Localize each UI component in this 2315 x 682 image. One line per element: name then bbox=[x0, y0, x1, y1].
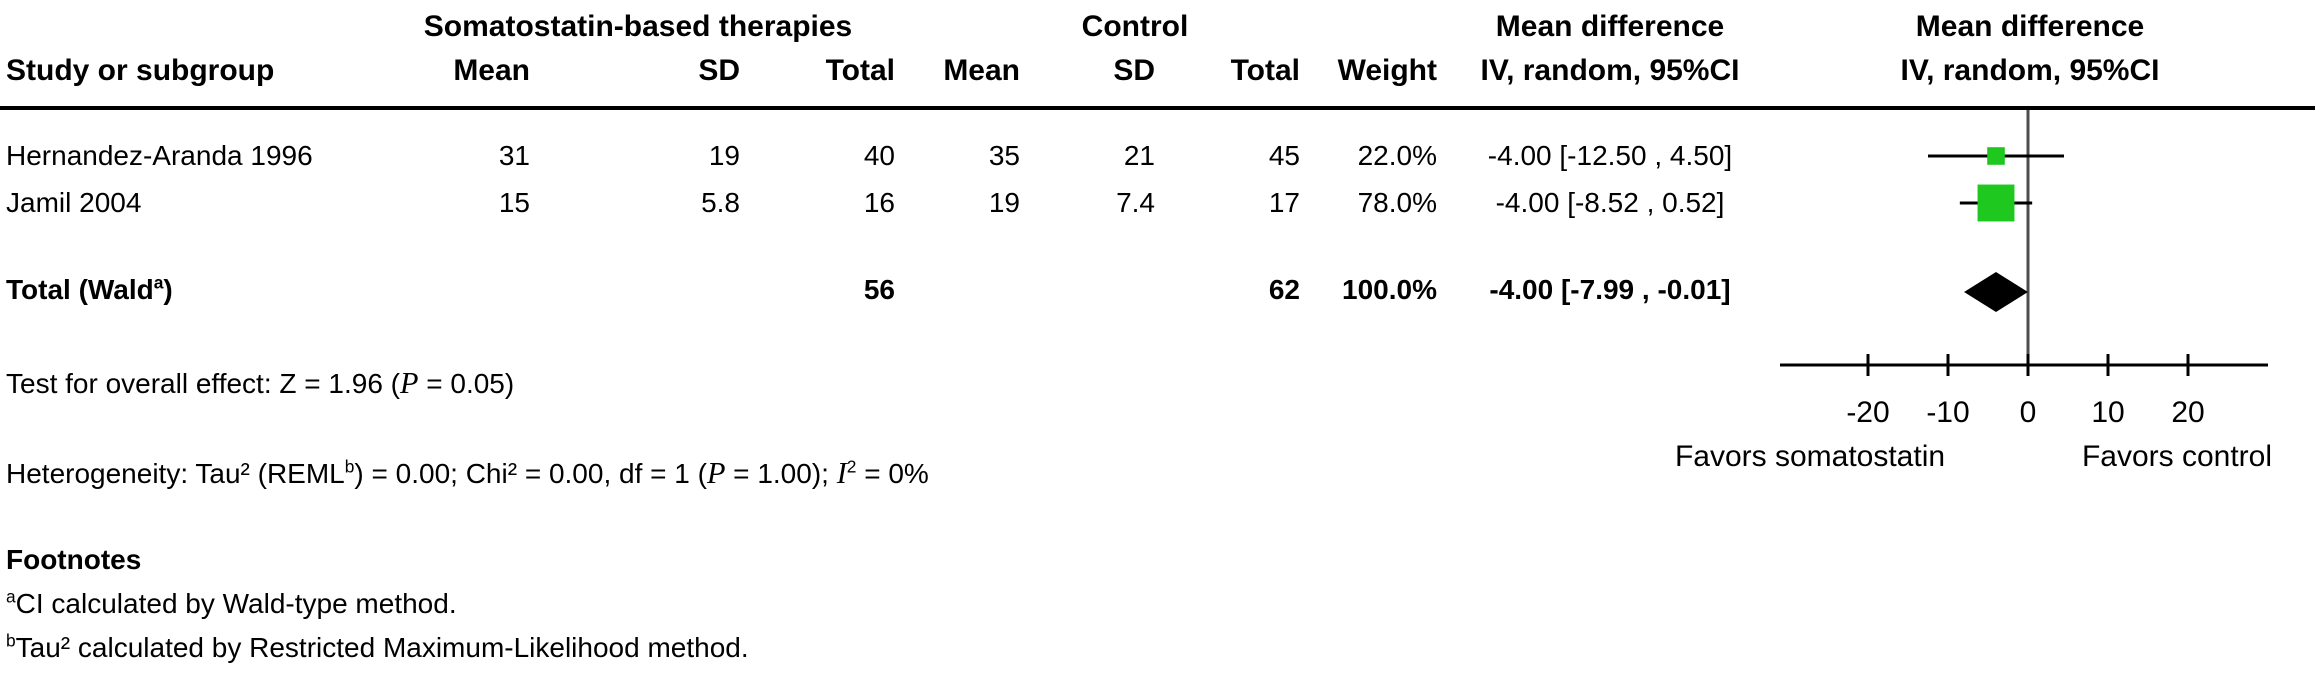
footnote-b: bTau² calculated by Restricted Maximum-L… bbox=[6, 630, 749, 663]
column-group-somatostatin: Somatostatin-based therapies bbox=[423, 10, 853, 43]
mean-therapy-value: 31 bbox=[498, 140, 530, 171]
column-header-sd-therapy: SD bbox=[698, 54, 740, 87]
column-group-control: Control bbox=[1081, 10, 1189, 43]
footnote-marker-a: a bbox=[6, 586, 16, 607]
column-header-sd-control: SD bbox=[1113, 54, 1155, 87]
table-row-total: Total (Walda) 56 62 100.0% -4.00 [-7.99 … bbox=[0, 274, 2315, 310]
column-header-weight: Weight bbox=[1337, 54, 1437, 87]
footnotes-heading: Footnotes bbox=[6, 544, 142, 575]
forest-plot-canvas: -20 -10 0 10 20 Favors somatostatin Favors con… bbox=[1675, 110, 2272, 473]
column-header-mean-control: Mean bbox=[943, 54, 1020, 87]
sd-control-value: 21 bbox=[1123, 140, 1155, 171]
column-header-ci-plot: IV, random, 95%CI bbox=[1900, 54, 2160, 87]
column-header-total-therapy: Total bbox=[825, 54, 895, 87]
sd-control-value: 7.4 bbox=[1116, 187, 1155, 218]
italic-i: I bbox=[836, 456, 847, 490]
sd-therapy-value: 5.8 bbox=[701, 187, 740, 218]
axis-tick-label: -20 bbox=[1846, 396, 1889, 429]
column-header-study: Study or subgroup bbox=[6, 54, 275, 87]
overall-effect-test-text: Test for overall effect: Z = 1.96 (P = 0… bbox=[6, 366, 515, 400]
axis-tick-label: -10 bbox=[1926, 396, 1969, 429]
italic-p: P bbox=[400, 366, 419, 400]
column-group-mean-difference-plot: Mean difference bbox=[1915, 10, 2145, 43]
table-row-jamil: Jamil 2004 15 5.8 16 19 7.4 17 78.0% -4.… bbox=[0, 187, 2315, 223]
study-weight-square bbox=[1977, 184, 2015, 222]
header-rule bbox=[0, 106, 2315, 110]
heterogeneity-text: Heterogeneity: Tau² (REMLb) = 0.00; Chi²… bbox=[6, 456, 929, 490]
total-control-value: 17 bbox=[1268, 187, 1300, 218]
favors-right-label: Favors control bbox=[2082, 440, 2272, 473]
total-label: Total (Walda) bbox=[6, 272, 173, 305]
total-control-sum: 62 bbox=[1268, 274, 1300, 305]
total-therapy-value: 40 bbox=[863, 140, 895, 171]
column-header-ci-text: IV, random, 95%CI bbox=[1480, 54, 1740, 87]
ci-value: -4.00 [-8.52 , 0.52] bbox=[1495, 187, 1725, 218]
mean-therapy-value: 15 bbox=[498, 187, 530, 218]
column-header-mean-therapy: Mean bbox=[453, 54, 530, 87]
total-therapy-sum: 56 bbox=[863, 274, 895, 305]
ci-value: -4.00 [-12.50 , 4.50] bbox=[1487, 140, 1733, 171]
footnote-marker-a: a bbox=[153, 272, 164, 293]
axis-tick-label: 20 bbox=[2171, 396, 2204, 429]
axis-tick-label: 0 bbox=[2020, 396, 2037, 429]
weight-value: 22.0% bbox=[1357, 140, 1437, 171]
sd-therapy-value: 19 bbox=[708, 140, 740, 171]
footnote-marker-b: b bbox=[6, 630, 16, 651]
study-name: Hernandez-Aranda 1996 bbox=[6, 140, 313, 171]
total-weight: 100.0% bbox=[1342, 274, 1437, 305]
axis-tick-label: 10 bbox=[2091, 396, 2124, 429]
mean-control-value: 35 bbox=[988, 140, 1020, 171]
italic-p: P bbox=[706, 456, 726, 490]
footnote-a: aCI calculated by Wald-type method. bbox=[6, 586, 457, 619]
mean-control-value: 19 bbox=[988, 187, 1020, 218]
favors-left-label: Favors somatostatin bbox=[1675, 440, 1945, 473]
total-therapy-value: 16 bbox=[863, 187, 895, 218]
total-control-value: 45 bbox=[1268, 140, 1300, 171]
study-name: Jamil 2004 bbox=[6, 187, 142, 218]
weight-value: 78.0% bbox=[1357, 187, 1437, 218]
column-header-total-control: Total bbox=[1230, 54, 1300, 87]
total-diamond bbox=[1964, 272, 2028, 312]
footnote-marker-b: b bbox=[344, 456, 355, 477]
total-ci-value: -4.00 [-7.99 , -0.01] bbox=[1489, 274, 1731, 305]
study-weight-square bbox=[1987, 147, 2005, 165]
column-group-mean-difference-text: Mean difference bbox=[1495, 10, 1725, 43]
table-row-hernandez: Hernandez-Aranda 1996 31 19 40 35 21 45 … bbox=[0, 140, 2315, 176]
